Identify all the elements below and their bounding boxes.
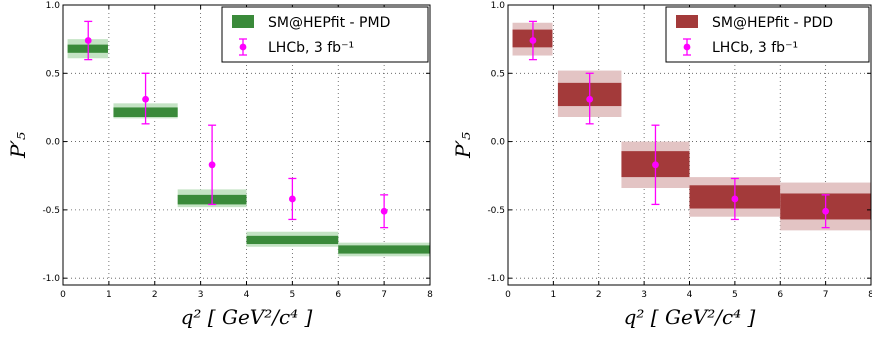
y-tick-label: 1.0 bbox=[491, 1, 506, 11]
legend-label-points: LHCb, 3 fb⁻¹ bbox=[268, 40, 354, 56]
x-tick-label: 5 bbox=[732, 290, 738, 300]
x-tick-label: 4 bbox=[244, 290, 250, 300]
x-tick-label: 3 bbox=[198, 290, 204, 300]
data-point-5 bbox=[380, 207, 388, 215]
x-tick-label: 6 bbox=[335, 290, 341, 300]
x-tick-label: 0 bbox=[60, 290, 66, 300]
legend: SM@HEPfit - PDD LHCb, 3 fb⁻¹ bbox=[665, 6, 870, 63]
axis-ticks: 0 1 2 3 4 5 6 7 8 1.0 0.5 0.0 -0.5 -1.0 bbox=[487, 1, 872, 300]
y-tick-label: -0.5 bbox=[487, 206, 505, 216]
legend-swatch-bands bbox=[232, 15, 254, 28]
y-tick-label: 0.5 bbox=[491, 69, 505, 79]
data-point-1 bbox=[529, 37, 537, 44]
axis-ticks: 0 1 2 3 4 5 6 7 8 1.0 0.5 0.0 -0.5 -1.0 bbox=[42, 1, 433, 300]
data-point-2 bbox=[586, 95, 594, 103]
y-axis-label: P′₅ bbox=[451, 132, 475, 159]
data-point-4 bbox=[731, 195, 739, 203]
x-tick-label: 1 bbox=[551, 290, 557, 300]
y-tick-label: 0.0 bbox=[491, 138, 506, 148]
legend-label-bands: SM@HEPfit - PMD bbox=[268, 15, 390, 31]
y-tick-label: 1.0 bbox=[46, 1, 61, 11]
x-axis-label: q² [ GeV²/c⁴ ] bbox=[181, 305, 313, 329]
y-tick-label: 0.0 bbox=[46, 138, 61, 148]
x-tick-label: 2 bbox=[596, 290, 602, 300]
legend-label-points: LHCb, 3 fb⁻¹ bbox=[712, 40, 798, 56]
legend-label-bands: SM@HEPfit - PDD bbox=[712, 15, 833, 31]
x-tick-label: 7 bbox=[381, 290, 387, 300]
data-point-2 bbox=[142, 95, 149, 103]
data-point-4 bbox=[288, 195, 296, 203]
band-inner-bin-4 bbox=[246, 235, 339, 245]
data-point-3 bbox=[208, 161, 216, 169]
y-tick-label: 0.5 bbox=[46, 69, 60, 79]
legend-swatch-bands bbox=[676, 15, 698, 28]
y-tick-label: -1.0 bbox=[487, 274, 505, 284]
x-tick-label: 3 bbox=[641, 290, 647, 300]
legend-marker-points bbox=[239, 43, 247, 51]
x-tick-label: 1 bbox=[106, 290, 112, 300]
data-point-1 bbox=[84, 37, 92, 44]
y-tick-label: -1.0 bbox=[42, 274, 60, 284]
chart-panel-1: 0 1 2 3 4 5 6 7 8 1.0 0.5 0.0 -0.5 -1.0 q² [ GeV²/c⁴ ]… bbox=[6, 1, 433, 329]
legend-box bbox=[221, 6, 429, 63]
theory-bands bbox=[67, 39, 430, 257]
lhcb-points bbox=[528, 20, 830, 229]
legend: SM@HEPfit - PMD LHCb, 3 fb⁻¹ bbox=[221, 6, 429, 63]
band-inner-bin-5 bbox=[338, 245, 430, 254]
x-tick-label: 7 bbox=[823, 290, 829, 300]
legend-marker-points bbox=[683, 43, 691, 51]
x-tick-label: 6 bbox=[777, 290, 783, 300]
lhcb-points bbox=[84, 20, 389, 229]
y-axis-label: P′₅ bbox=[6, 132, 30, 159]
x-tick-label: 8 bbox=[427, 290, 433, 300]
x-tick-label: 5 bbox=[290, 290, 296, 300]
x-tick-label: 4 bbox=[687, 290, 693, 300]
x-axis-label: q² [ GeV²/c⁴ ] bbox=[624, 305, 756, 329]
legend-box bbox=[665, 6, 870, 63]
data-point-3 bbox=[652, 161, 659, 169]
x-tick-label: 2 bbox=[152, 290, 158, 300]
data-point-5 bbox=[822, 207, 830, 215]
y-tick-label: -0.5 bbox=[42, 206, 60, 216]
x-tick-label: 0 bbox=[505, 290, 511, 300]
chart-panel-2: 0 1 2 3 4 5 6 7 8 1.0 0.5 0.0 -0.5 -1.0 q² [ GeV²/c⁴ ]… bbox=[451, 1, 872, 329]
x-tick-label: 8 bbox=[868, 290, 872, 300]
